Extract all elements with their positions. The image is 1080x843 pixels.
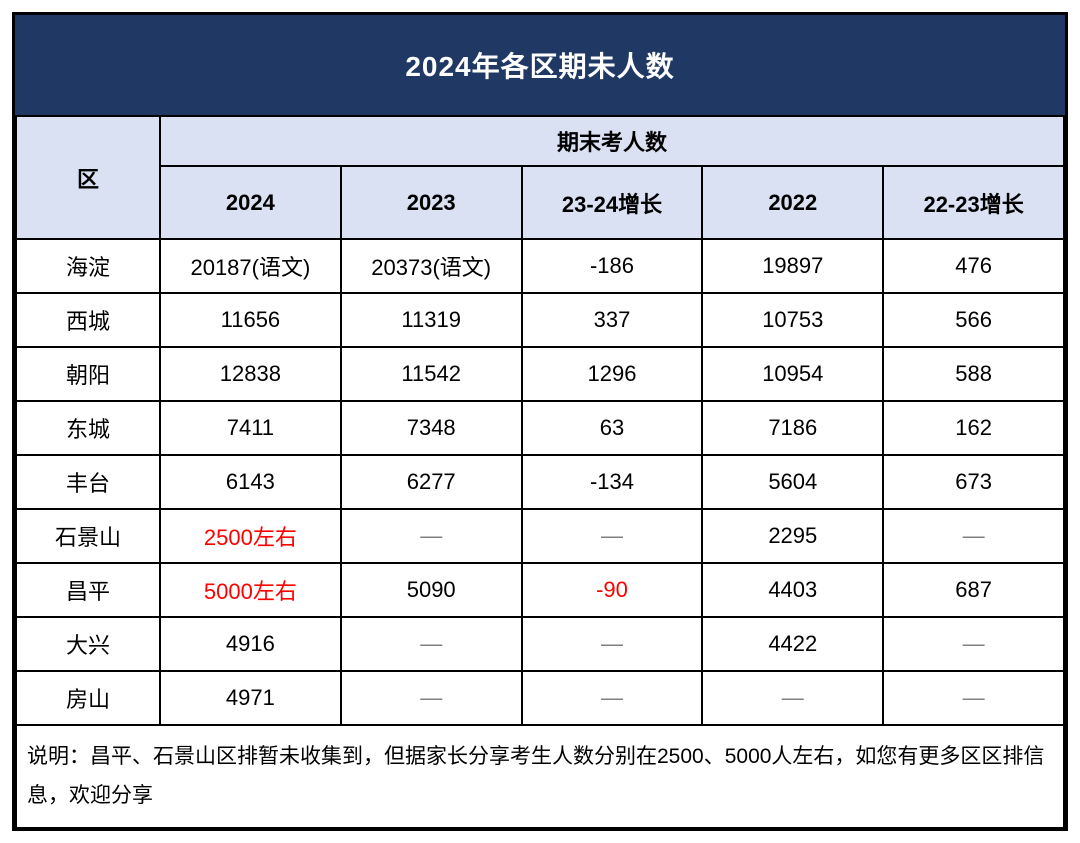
district-cell: 朝阳 — [15, 346, 161, 402]
table-row: 朝阳 12838 11542 1296 10954 588 — [15, 346, 1065, 402]
column-header: 2022 — [701, 165, 885, 240]
value-cell: 11319 — [339, 292, 523, 348]
value-cell: 1296 — [520, 346, 704, 402]
value-cell: 63 — [520, 400, 704, 456]
column-header: 2024 — [159, 165, 342, 240]
table-row: 东城 7411 7348 63 7186 162 — [15, 400, 1065, 456]
value-cell: — — [520, 508, 704, 564]
value-cell: 687 — [882, 562, 1065, 618]
district-cell: 丰台 — [15, 454, 161, 510]
value-cell: 5604 — [701, 454, 885, 510]
column-header: 2023 — [339, 165, 523, 240]
column-header: 22-23增长 — [882, 165, 1065, 240]
table-row: 昌平 5000左右 5090 -90 4403 687 — [15, 562, 1065, 618]
district-cell: 房山 — [15, 670, 161, 726]
value-cell: 19897 — [701, 238, 885, 294]
value-cell: — — [882, 670, 1065, 726]
value-cell: 673 — [882, 454, 1065, 510]
value-cell: -90 — [520, 562, 704, 618]
header-group-label: 期末考人数 — [159, 115, 1065, 167]
value-cell: 11656 — [159, 292, 342, 348]
table-row: 房山 4971— — — — — [15, 670, 1065, 726]
data-table: 区 期末考人数 2024 2023 23-24增长 2022 22-23增长 海淀 201… — [15, 115, 1065, 829]
value-cell: 7348 — [339, 400, 523, 456]
value-cell: -186 — [520, 238, 704, 294]
header-columns-row: 2024 2023 23-24增长 2022 22-23增长 — [16, 165, 1065, 240]
value-cell: 10954 — [701, 346, 885, 402]
district-enrollment-table: 2024年各区期未人数 区 期末考人数 2024 2023 23-24增长 2022 2… — [12, 12, 1068, 831]
value-cell: 4403 — [701, 562, 885, 618]
table-title: 2024年各区期未人数 — [15, 15, 1065, 115]
note-row: 说明：昌平、石景山区排暂未收集到，但据家长分享考生人数分别在2500、5000人… — [15, 724, 1065, 829]
value-cell: 337 — [520, 292, 704, 348]
value-cell: 2295 — [701, 508, 885, 564]
value-cell: 20187(语文) — [159, 238, 342, 294]
value-cell: 6143 — [159, 454, 342, 510]
value-cell: 11542 — [339, 346, 523, 402]
value-cell: — — [339, 508, 523, 564]
district-cell: 西城 — [15, 292, 161, 348]
value-cell: 566 — [882, 292, 1065, 348]
table-row: 大兴 4916— —4422— — [15, 616, 1065, 672]
value-cell: 7186 — [701, 400, 885, 456]
value-cell: 12838 — [159, 346, 342, 402]
value-cell: 2500左右 — [159, 508, 342, 564]
district-cell: 大兴 — [15, 616, 161, 672]
value-cell: — — [339, 616, 523, 672]
value-cell: 588 — [882, 346, 1065, 402]
header-district: 区 — [15, 115, 161, 240]
district-cell: 石景山 — [15, 508, 161, 564]
table-row: 丰台 6143 6277 -134 5604 673 — [15, 454, 1065, 510]
value-cell: 20373(语文) — [339, 238, 523, 294]
value-cell: 476 — [882, 238, 1065, 294]
value-cell: — — [882, 616, 1065, 672]
district-cell: 东城 — [15, 400, 161, 456]
value-cell: 4422 — [701, 616, 885, 672]
value-cell: — — [520, 616, 704, 672]
value-cell: — — [520, 670, 704, 726]
table-row: 海淀 20187(语文) 20373(语文) -186 19897 476 — [15, 238, 1065, 294]
value-cell: 4916 — [159, 616, 342, 672]
value-cell: 162 — [882, 400, 1065, 456]
header-group-row: 区 期末考人数 — [15, 115, 1065, 240]
value-cell: 6277 — [339, 454, 523, 510]
district-cell: 昌平 — [15, 562, 161, 618]
value-cell: 4971 — [159, 670, 342, 726]
value-cell: 5000左右 — [159, 562, 342, 618]
value-cell: 7411 — [159, 400, 342, 456]
table-row: 西城 11656 11319 337 10753 566 — [15, 292, 1065, 348]
value-cell: 10753 — [701, 292, 885, 348]
column-header: 23-24增长 — [520, 165, 704, 240]
value-cell: 5090 — [339, 562, 523, 618]
value-cell: — — [701, 670, 885, 726]
value-cell: -134 — [520, 454, 704, 510]
value-cell: — — [882, 508, 1065, 564]
table-row: 石景山 2500左右 — —2295— — [15, 508, 1065, 564]
table-note: 说明：昌平、石景山区排暂未收集到，但据家长分享考生人数分别在2500、5000人… — [15, 724, 1065, 829]
value-cell: — — [339, 670, 523, 726]
district-cell: 海淀 — [15, 238, 161, 294]
